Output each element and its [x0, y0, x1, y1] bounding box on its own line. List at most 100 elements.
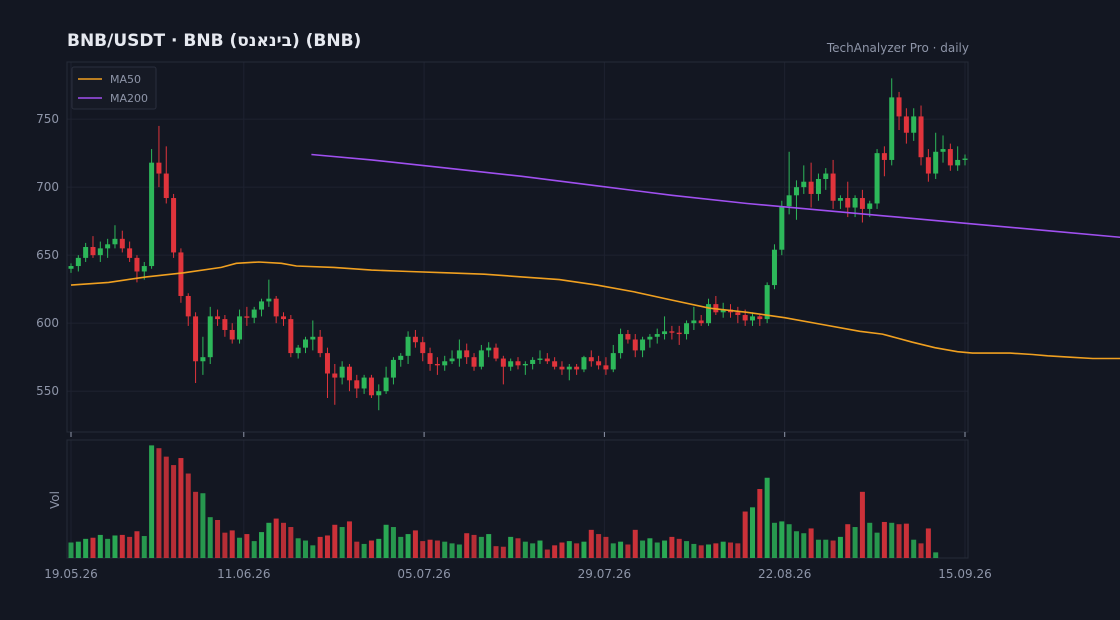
- volume-bar: [215, 519, 221, 558]
- candle-body: [654, 334, 660, 337]
- volume-bar: [229, 530, 235, 558]
- volume-bar: [706, 544, 712, 558]
- candle-body: [141, 266, 147, 272]
- volume-bar: [749, 507, 755, 558]
- volume-bar: [273, 518, 279, 558]
- candle: [251, 306, 257, 324]
- candle: [464, 343, 470, 364]
- candle-body: [801, 181, 807, 188]
- candle: [530, 357, 536, 370]
- candle-body: [339, 366, 345, 378]
- candle: [669, 325, 675, 340]
- volume-bar: [171, 465, 177, 558]
- candle-body: [229, 329, 235, 340]
- candle-body: [874, 153, 880, 204]
- candle: [625, 329, 631, 344]
- candle: [823, 168, 829, 190]
- candle-body: [259, 301, 265, 310]
- volume-bar: [771, 522, 777, 558]
- candle-body: [361, 377, 367, 389]
- volume-bar: [537, 540, 543, 558]
- candle-body: [786, 195, 792, 207]
- panel-frames: [66, 61, 969, 559]
- candle-body: [647, 336, 653, 340]
- candle: [456, 339, 462, 367]
- y-tick-label: 650: [36, 248, 59, 262]
- candle-body: [837, 198, 843, 201]
- candle: [420, 336, 426, 362]
- candle: [618, 328, 624, 359]
- candle-body: [793, 187, 799, 196]
- candle: [903, 108, 909, 144]
- volume-bar: [456, 544, 462, 558]
- candle: [940, 135, 946, 163]
- candle: [266, 279, 272, 307]
- candle: [713, 295, 719, 316]
- candle-body: [903, 116, 909, 133]
- candle: [442, 355, 448, 371]
- volume-bar: [603, 536, 609, 558]
- candle: [808, 162, 814, 208]
- candle: [837, 195, 843, 209]
- candle: [786, 151, 792, 215]
- candle-body: [464, 350, 470, 358]
- volume-bar: [837, 536, 843, 558]
- volume-bar: [420, 541, 426, 558]
- candle: [801, 165, 807, 194]
- volume-bar: [324, 535, 330, 558]
- volume-bar: [654, 542, 660, 558]
- candle-body: [83, 247, 89, 258]
- candle-body: [75, 257, 81, 267]
- candle: [244, 306, 250, 326]
- candle-body: [581, 357, 587, 370]
- candle-body: [442, 361, 448, 366]
- candle: [75, 255, 81, 272]
- candle-body: [244, 316, 250, 318]
- volume-bar: [823, 539, 829, 558]
- volume-bar: [881, 521, 887, 558]
- ma50-line: [70, 261, 1120, 360]
- candle: [361, 374, 367, 394]
- candle-body: [127, 248, 133, 258]
- candle: [273, 295, 279, 324]
- volume-bar: [530, 543, 536, 558]
- y-tick-label: 600: [36, 316, 59, 330]
- candle-body: [317, 336, 323, 354]
- volume-bar: [185, 473, 191, 558]
- candle: [874, 149, 880, 209]
- volume-bar: [610, 543, 616, 558]
- volume-bar: [149, 445, 155, 558]
- volume-bar: [90, 537, 96, 558]
- volume-bar: [237, 537, 243, 558]
- volume-bar: [200, 493, 206, 558]
- volume-bar: [647, 538, 653, 558]
- volume-bar: [134, 531, 140, 558]
- candle-body: [771, 249, 777, 286]
- candle-body: [947, 149, 953, 166]
- grid-lines: [67, 62, 968, 558]
- candle-body: [112, 238, 118, 245]
- candle: [552, 357, 558, 370]
- candle: [207, 306, 213, 364]
- candle: [493, 343, 499, 362]
- candle: [310, 320, 316, 351]
- candle: [771, 244, 777, 290]
- candle: [918, 105, 924, 166]
- volume-bar: [874, 532, 880, 558]
- candle-body: [266, 298, 272, 302]
- candle: [149, 149, 155, 269]
- legend[interactable]: MA50 MA200: [71, 66, 157, 110]
- candle: [632, 334, 638, 358]
- candle-body: [178, 252, 184, 296]
- candle: [500, 355, 506, 385]
- volume-bar: [859, 491, 865, 558]
- candle-body: [171, 198, 177, 253]
- volume-bar: [368, 540, 374, 558]
- candle-body: [640, 339, 646, 351]
- volume-bar: [684, 541, 690, 558]
- candle: [581, 355, 587, 373]
- candle: [288, 315, 294, 358]
- volume-bar: [933, 552, 939, 558]
- candle: [368, 374, 374, 398]
